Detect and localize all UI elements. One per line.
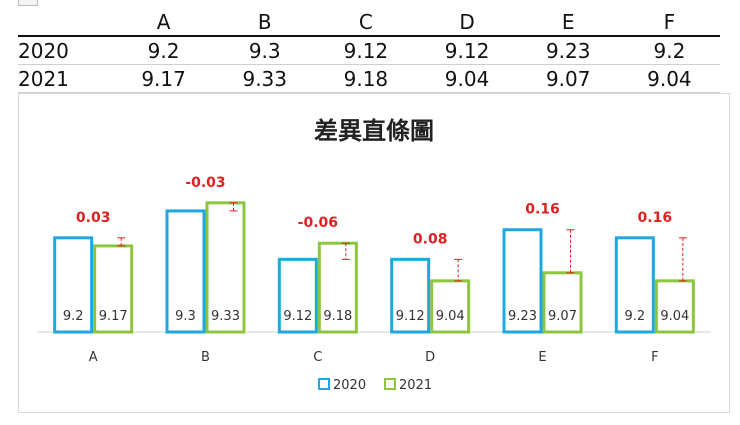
table-cell: 9.2 [113,36,215,65]
bar-2020-D [390,257,431,334]
difference-label: 0.16 [525,202,560,218]
data-label: 9.23 [508,309,537,324]
x-tick-label: B [201,350,210,365]
x-tick-label: E [538,350,546,365]
table-header-blank [18,8,113,37]
data-label: 9.33 [211,309,240,324]
table-cell: 9.07 [517,64,619,93]
bar-2020-E [502,228,543,334]
data-label: 9.3 [175,309,196,324]
x-tick-label: F [651,350,658,365]
bar-2020-C [277,257,318,334]
sheet-corner-box [18,0,38,6]
x-tick-label: A [89,350,98,365]
bar-2020-F [614,236,655,334]
table-header-cell: D [416,8,518,37]
table-row-label: 2020 [18,36,113,65]
data-label: 9.12 [396,309,425,324]
table-cell: 9.04 [618,64,720,93]
difference-label: -0.06 [298,215,338,231]
table-header-cell: B [214,8,316,37]
table-cell: 9.18 [315,64,417,93]
bar-2020-A [53,236,94,334]
table-cell: 9.33 [214,64,316,93]
table-header-cell: E [517,8,619,37]
table-cell: 9.17 [113,64,215,93]
table-cell: 9.3 [214,36,316,65]
data-table: A B C D E F 2020 9.2 9.3 9.12 9.12 9.23 … [18,8,720,93]
x-tick-label: C [313,350,322,365]
bar-2021-A [93,244,134,334]
difference-label: 0.08 [413,231,448,247]
bar-2021-D [430,279,471,334]
table-row: 2020 9.2 9.3 9.12 9.12 9.23 9.2 [18,36,720,65]
chart-area[interactable]: 差異直條圖 9.2 9.17 0.03 A 9.3 9.33 -0.03 B 9.12 9.18 -… [18,93,730,413]
data-label: 9.18 [323,309,352,324]
x-tick-label: D [425,350,435,365]
bar-2021-E [542,271,583,334]
table-header-cell: F [618,8,720,37]
difference-bar-chart: 差異直條圖 9.2 9.17 0.03 A 9.3 9.33 -0.03 B 9.12 9.18 -… [37,117,711,393]
table-cell: 9.12 [416,36,518,65]
table-cell: 9.12 [315,36,417,65]
table-cell: 9.2 [618,36,720,65]
data-label: 9.2 [63,309,84,324]
chart-title: 差異直條圖 [314,117,434,145]
bar-2021-B [205,201,246,334]
legend-label: 2021 [399,378,432,393]
table-header-cell: C [315,8,417,37]
legend-swatch-2020 [318,378,330,390]
data-label: 9.17 [99,309,128,324]
difference-label: 0.16 [638,210,673,226]
bar-2021-C [317,241,358,334]
table-cell: 9.23 [517,36,619,65]
data-label: 9.12 [283,309,312,324]
bar-2020-B [165,209,206,334]
table-row: 2021 9.17 9.33 9.18 9.04 9.07 9.04 [18,64,720,93]
table-header-cell: A [113,8,215,37]
difference-label: -0.03 [185,175,225,191]
data-label: 9.04 [436,309,465,324]
data-label: 9.2 [624,309,645,324]
legend-label: 2020 [333,378,366,393]
data-label: 9.07 [548,309,577,324]
table-row-label: 2021 [18,64,113,93]
legend-swatch-2021 [384,378,396,390]
difference-label: 0.03 [76,210,111,226]
table-header-row: A B C D E F [18,8,720,37]
data-label: 9.04 [660,309,689,324]
table-cell: 9.04 [416,64,518,93]
bar-2021-F [654,279,695,334]
